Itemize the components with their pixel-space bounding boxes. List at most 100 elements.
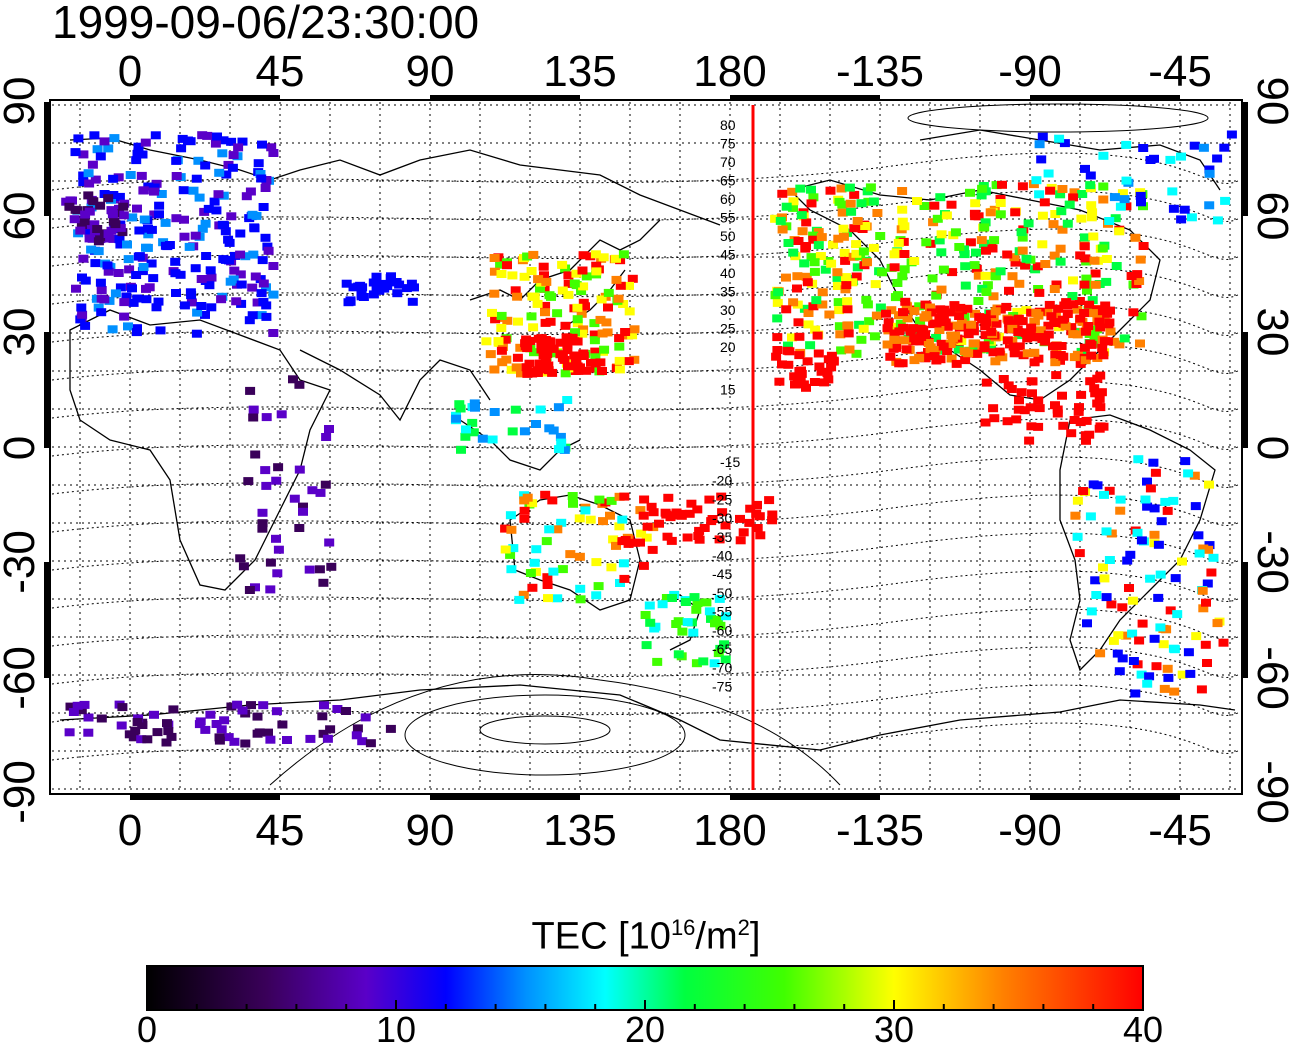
tec-cell: [833, 234, 844, 243]
tec-cell: [817, 288, 828, 297]
tec-cell: [1019, 406, 1030, 415]
tec-cell: [794, 351, 805, 360]
tec-cell: [615, 281, 626, 290]
tec-cell: [1009, 253, 1020, 262]
tec-cell: [265, 585, 276, 594]
tec-cell: [1068, 330, 1079, 339]
colorbar-title: TEC [1016/m2]: [531, 915, 761, 958]
tec-cell: [955, 321, 966, 330]
tec-cell: [1092, 374, 1103, 383]
tec-cell: [851, 240, 862, 249]
tec-cell: [1050, 358, 1061, 367]
tec-cell: [70, 148, 81, 157]
tec-cell: [78, 171, 89, 180]
tec-cell: [113, 173, 124, 182]
tec-cell: [591, 558, 602, 567]
tec-cell: [764, 496, 775, 505]
tec-cell: [900, 297, 911, 306]
mlat-label: -45: [712, 566, 732, 582]
tec-cell: [493, 337, 504, 346]
tec-cell: [782, 346, 793, 355]
tec-cell: [1179, 205, 1190, 214]
tec-cell: [229, 737, 240, 746]
tec-cell: [1075, 418, 1086, 427]
tec-cell: [1054, 134, 1065, 143]
tec-cell: [1156, 517, 1167, 526]
tec-cell: [149, 710, 159, 719]
tec-cell: [826, 363, 837, 372]
tec-cell: [803, 320, 814, 329]
tec-cell: [507, 427, 518, 436]
tec-cell: [890, 293, 901, 302]
tec-cell: [115, 283, 126, 292]
tec-cell: [149, 187, 159, 196]
tec-cell: [382, 282, 393, 291]
tec-cell: [851, 249, 862, 258]
tec-cell: [70, 205, 81, 214]
tec-cell: [232, 700, 243, 709]
tec-cell: [1074, 549, 1085, 558]
tec-cell: [1092, 481, 1103, 490]
tec-cell: [489, 267, 500, 276]
tec-cell: [197, 224, 208, 233]
tec-cell: [191, 329, 202, 338]
tec-cell: [1091, 591, 1102, 599]
tec-cell: [243, 477, 254, 486]
tec-cell: [1040, 337, 1051, 346]
tec-cell: [929, 201, 940, 210]
tec-cell: [552, 525, 563, 534]
tec-cell: [1083, 322, 1094, 330]
tec-cell: [997, 353, 1008, 362]
tec-cell: [931, 333, 942, 342]
tec-cell: [585, 515, 596, 524]
tec-cell: [580, 506, 591, 515]
tec-cell: [698, 657, 709, 666]
tec-cell: [257, 524, 268, 533]
tec-cell: [752, 500, 762, 509]
tec-cell: [166, 732, 177, 741]
tec-cell: [115, 223, 126, 232]
tec-cell: [256, 289, 267, 298]
y-tick-label: -30: [0, 530, 44, 594]
tec-cell: [881, 309, 891, 318]
tec-cell: [1066, 323, 1077, 332]
tec-cell: [451, 414, 462, 423]
tec-cell: [345, 297, 356, 306]
tec-cell: [528, 323, 539, 332]
tec-cell: [1110, 214, 1121, 223]
tec-cell: [83, 169, 94, 178]
tec-cell: [544, 525, 555, 534]
tec-cell: [1183, 469, 1194, 478]
tec-cell: [203, 204, 214, 213]
tec-cell: [261, 312, 272, 321]
tec-cell: [1165, 155, 1176, 164]
tec-cell: [500, 545, 511, 554]
tec-cell: [971, 248, 981, 257]
tec-cell: [521, 335, 532, 344]
tec-cell: [620, 328, 631, 336]
tec-cell: [832, 268, 843, 277]
tec-cell: [542, 573, 553, 582]
tec-cell: [767, 510, 778, 519]
tec-cell: [96, 308, 107, 317]
tec-cell: [982, 281, 993, 290]
tec-cell: [600, 498, 611, 507]
tec-cell: [1090, 389, 1101, 398]
tec-cell: [929, 352, 940, 361]
tec-cell: [541, 537, 552, 546]
tec-cell: [1219, 143, 1230, 152]
tec-cell: [983, 336, 994, 345]
tec-cell: [1142, 679, 1153, 688]
tec-cell: [858, 324, 869, 333]
tec-cell: [531, 420, 541, 428]
tec-cell: [64, 728, 75, 737]
tec-cell: [1081, 416, 1092, 425]
tec-cell: [865, 183, 876, 192]
tec-cell: [894, 359, 905, 368]
tec-cell: [542, 581, 553, 589]
tec-cell: [1098, 563, 1108, 572]
tec-cell: [265, 735, 276, 744]
tec-cell: [834, 197, 845, 206]
tec-cell: [1130, 233, 1141, 242]
tec-cell: [1163, 673, 1174, 682]
